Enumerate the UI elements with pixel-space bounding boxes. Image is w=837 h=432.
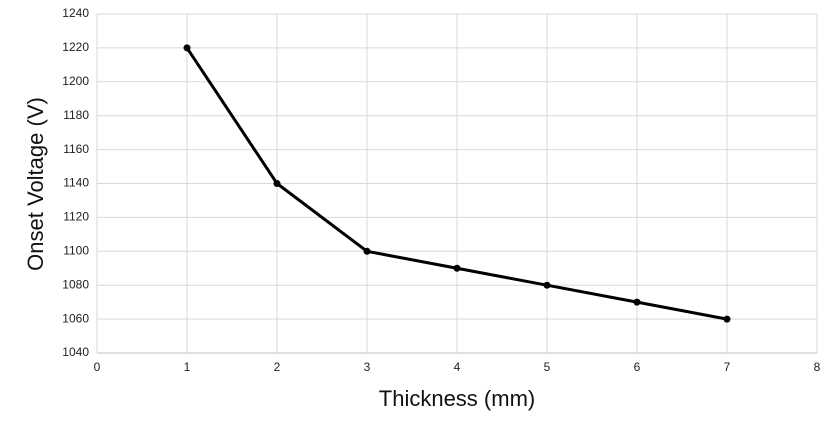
- x-tick-label: 5: [544, 360, 551, 374]
- data-point: [633, 298, 641, 306]
- x-tick-label: 4: [454, 360, 461, 374]
- y-tick-label: 1180: [63, 108, 89, 122]
- y-tick-label: 1200: [62, 74, 89, 88]
- y-tick-label: 1040: [62, 345, 89, 359]
- x-tick-label: 3: [364, 360, 371, 374]
- x-tick-label: 2: [274, 360, 281, 374]
- x-axis-title: Thickness (mm): [379, 386, 535, 411]
- y-tick-label: 1100: [63, 243, 89, 257]
- x-tick-label: 7: [724, 360, 731, 374]
- y-tick-label: 1220: [62, 40, 89, 54]
- y-axis-title: Onset Voltage (V): [23, 97, 48, 271]
- x-tick-label: 0: [94, 360, 101, 374]
- data-point: [723, 315, 731, 323]
- data-point: [543, 281, 551, 289]
- y-tick-label: 1240: [62, 6, 89, 20]
- x-tick-label: 1: [184, 360, 191, 374]
- data-point: [453, 264, 461, 272]
- x-tick-label: 6: [634, 360, 641, 374]
- x-tick-label: 8: [814, 360, 821, 374]
- y-tick-label: 1160: [63, 142, 89, 156]
- y-tick-label: 1120: [63, 210, 89, 224]
- data-point: [273, 180, 281, 187]
- y-tick-label: 1060: [62, 311, 89, 325]
- data-point: [183, 44, 191, 52]
- data-point: [363, 247, 371, 255]
- y-tick-label: 1080: [62, 277, 89, 291]
- y-tick-label: 1140: [63, 176, 89, 190]
